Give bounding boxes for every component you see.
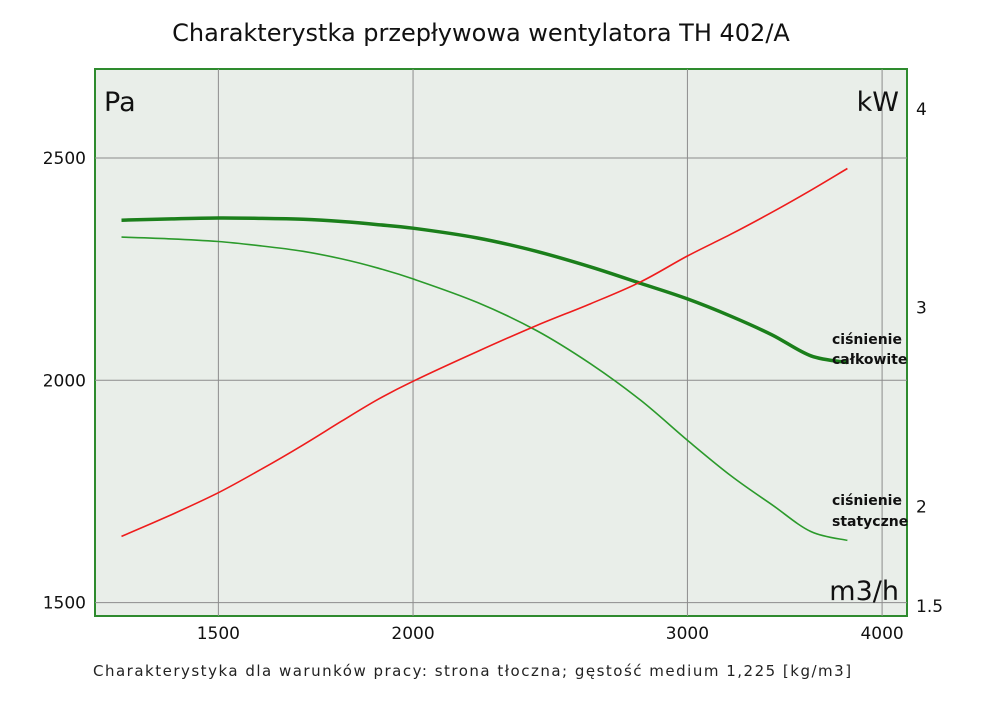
- label-static-pressure-line1: ciśnienie: [832, 493, 902, 509]
- y-axis-left-unit: Pa: [104, 87, 136, 118]
- line-power: [121, 167, 848, 538]
- y-axis-right-unit: kW: [857, 87, 899, 118]
- label-total-pressure-line1: ciśnienie: [832, 332, 902, 348]
- chart-title: Charakterystka przepływowa wentylatora T…: [172, 19, 790, 47]
- label-total-pressure-line2: całkowite: [832, 352, 907, 368]
- y-gridlines: [95, 157, 907, 604]
- y-right-tick-2: 2: [916, 498, 927, 518]
- label-total-pressure: ciśnienie całkowite: [832, 332, 907, 368]
- x-gridlines: [217, 69, 883, 616]
- y-left-tick-labels: 1500 2000 2500: [43, 149, 86, 614]
- y-right-tick-1-5: 1.5: [916, 597, 943, 617]
- x-tick-2000: 2000: [391, 624, 434, 644]
- label-static-pressure-line2: statyczne: [832, 514, 908, 530]
- series-layer: [121, 167, 848, 542]
- y-right-tick-labels: 1.5 2 3 4: [916, 100, 943, 617]
- line-total-pressure: [121, 216, 848, 365]
- label-static-pressure: ciśnienie statyczne: [832, 493, 908, 530]
- y-left-tick-2500: 2500: [43, 149, 86, 169]
- chart-subtitle: Charakterystyka dla warunków pracy: stro…: [93, 662, 853, 680]
- y-right-tick-4: 4: [916, 100, 927, 120]
- y-right-tick-3: 3: [916, 299, 927, 319]
- x-tick-labels: 1500 2000 3000 4000: [197, 624, 904, 644]
- y-left-tick-1500: 1500: [43, 594, 86, 614]
- x-tick-1500: 1500: [197, 624, 240, 644]
- x-tick-3000: 3000: [666, 624, 709, 644]
- plot-area: [94, 68, 908, 617]
- y-left-tick-2000: 2000: [43, 371, 86, 391]
- line-static-pressure: [121, 236, 848, 542]
- x-axis-unit: m3/h: [829, 576, 899, 607]
- x-tick-4000: 4000: [860, 624, 903, 644]
